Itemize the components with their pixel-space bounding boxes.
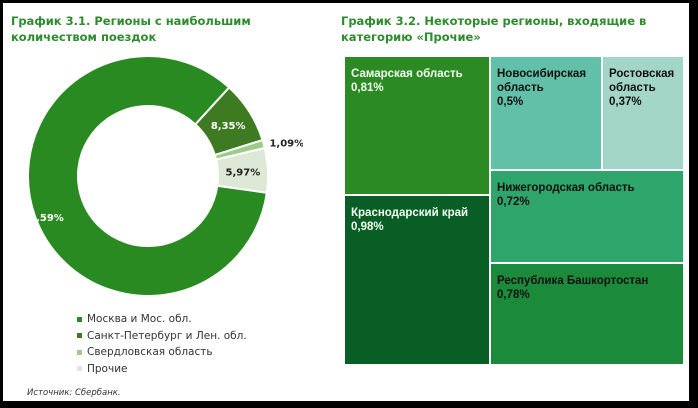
- donut-data-label: 1,09%: [269, 138, 303, 149]
- legend-swatch: [77, 366, 82, 372]
- legend-item: Свердловская область: [77, 344, 247, 361]
- legend-label: Прочие: [87, 362, 128, 375]
- treemap-cell-value: 0,98%: [351, 221, 384, 233]
- donut-legend: Москва и Мос. обл. Санкт-Петербург и Лен.…: [77, 311, 247, 377]
- chart-title-donut: График 3.1. Регионы с наибольшим количес…: [11, 14, 251, 44]
- treemap-cell-value: 0,78%: [497, 289, 530, 301]
- treemap-cell-name: Новосибирская область: [497, 68, 587, 94]
- donut-slice: [27, 55, 268, 297]
- donut-data-label: 5,97%: [226, 167, 261, 178]
- treemap-cell-name: Республика Башкортостан: [497, 275, 649, 287]
- legend-swatch: [77, 333, 82, 339]
- treemap-cell-value: 0,5%: [497, 96, 524, 108]
- treemap-cell: Республика Башкортостан 0,78%: [490, 263, 684, 365]
- treemap-cell: Нижегородская область 0,72%: [490, 170, 684, 263]
- source-note: Источник: Сбербанк.: [27, 388, 121, 398]
- legend-swatch: [77, 316, 82, 322]
- legend-item: Прочие: [77, 361, 247, 378]
- donut-slice: [214, 146, 269, 194]
- donut-chart: 84,59% 8,35% 1,09% 5,97%: [22, 55, 303, 297]
- treemap-cell-name: Краснодарский край: [351, 207, 469, 219]
- legend-swatch: [77, 349, 82, 355]
- donut-data-label: 8,35%: [211, 121, 246, 132]
- treemap-cell: Самарская область 0,81%: [344, 56, 490, 195]
- treemap-cell-name: Самарская область: [351, 68, 463, 80]
- treemap-chart: Самарская область 0,81% Краснодарский край…: [344, 56, 684, 365]
- treemap-cell-value: 0,81%: [351, 82, 384, 94]
- legend-label: Свердловская область: [87, 346, 213, 359]
- legend-item: Москва и Мос. обл.: [77, 311, 247, 328]
- treemap-cell: Краснодарский край 0,98%: [344, 195, 490, 365]
- legend-item: Санкт-Петербург и Лен. обл.: [77, 328, 247, 345]
- treemap-cell: Новосибирская область 0,5%: [490, 56, 602, 170]
- treemap-cell: Ростовская область 0,37%: [602, 56, 684, 170]
- donut-data-label: 84,59%: [22, 213, 64, 224]
- figure-frame: График 3.1. Регионы с наибольшим количес…: [3, 3, 689, 401]
- legend-label: Санкт-Петербург и Лен. обл.: [87, 329, 247, 342]
- treemap-cell-name: Ростовская область: [609, 68, 675, 94]
- treemap-cell-value: 0,37%: [609, 96, 642, 108]
- treemap-cell-name: Нижегородская область: [497, 182, 635, 194]
- treemap-cell-value: 0,72%: [497, 196, 530, 208]
- legend-label: Москва и Мос. обл.: [87, 313, 192, 326]
- chart-title-treemap: График 3.2. Некоторые регионы, входящие …: [341, 14, 647, 44]
